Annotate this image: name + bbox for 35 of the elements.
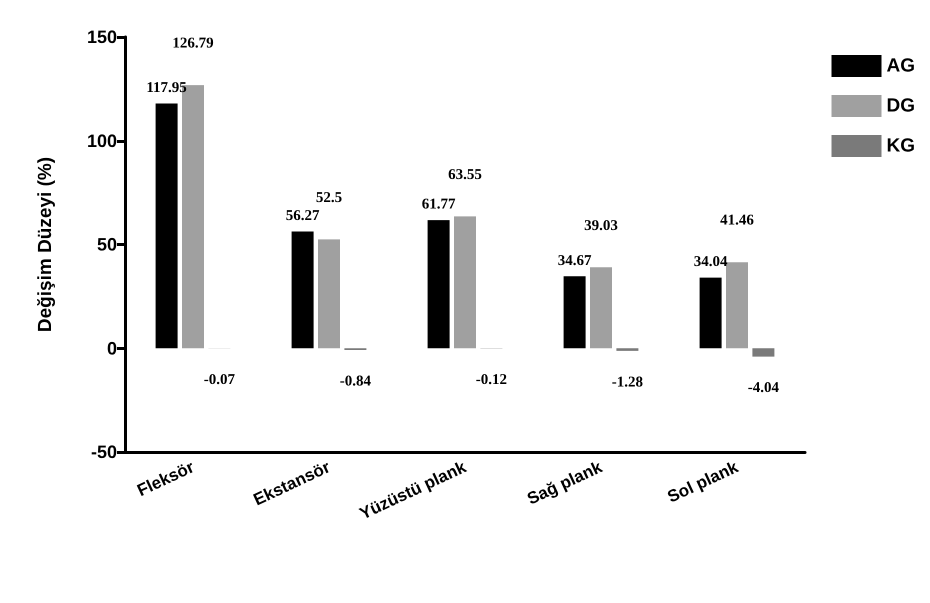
- data-label: 63.55: [448, 166, 482, 183]
- legend-label: KG: [886, 136, 915, 156]
- bar: [700, 278, 722, 348]
- y-tick-label: 150: [86, 27, 117, 47]
- data-label: 34.04: [694, 254, 728, 270]
- y-axis-title: Değişim Düzeyi (%): [35, 156, 56, 332]
- legend-label: AG: [886, 56, 915, 76]
- bar: [292, 231, 314, 348]
- data-label: -0.07: [204, 372, 236, 388]
- data-label: 126.79: [172, 36, 214, 52]
- bar: [428, 220, 450, 348]
- y-tick-label: 50: [96, 234, 117, 254]
- data-label: 61.77: [422, 196, 456, 213]
- data-label: 41.46: [720, 212, 754, 229]
- data-label: 34.67: [558, 252, 592, 269]
- bar: [318, 239, 340, 348]
- data-label: -4.04: [748, 380, 780, 396]
- data-label: -1.28: [612, 374, 644, 390]
- data-label: 56.27: [286, 208, 320, 224]
- y-tick-label: 0: [106, 338, 117, 358]
- bar: [616, 348, 638, 351]
- data-label: 52.5: [316, 190, 342, 206]
- data-label: 39.03: [584, 218, 618, 234]
- bar: [752, 348, 774, 357]
- bar: [564, 276, 586, 348]
- y-tick-label: 100: [86, 130, 117, 151]
- bar: [590, 267, 612, 348]
- bar: [726, 262, 748, 348]
- y-tick-label: -50: [90, 442, 117, 462]
- data-label: 117.95: [146, 80, 187, 96]
- bar: [156, 104, 178, 348]
- bar: [454, 216, 476, 348]
- data-label: -0.12: [476, 372, 508, 388]
- legend-label: DG: [886, 96, 915, 116]
- data-label: -0.84: [340, 373, 372, 390]
